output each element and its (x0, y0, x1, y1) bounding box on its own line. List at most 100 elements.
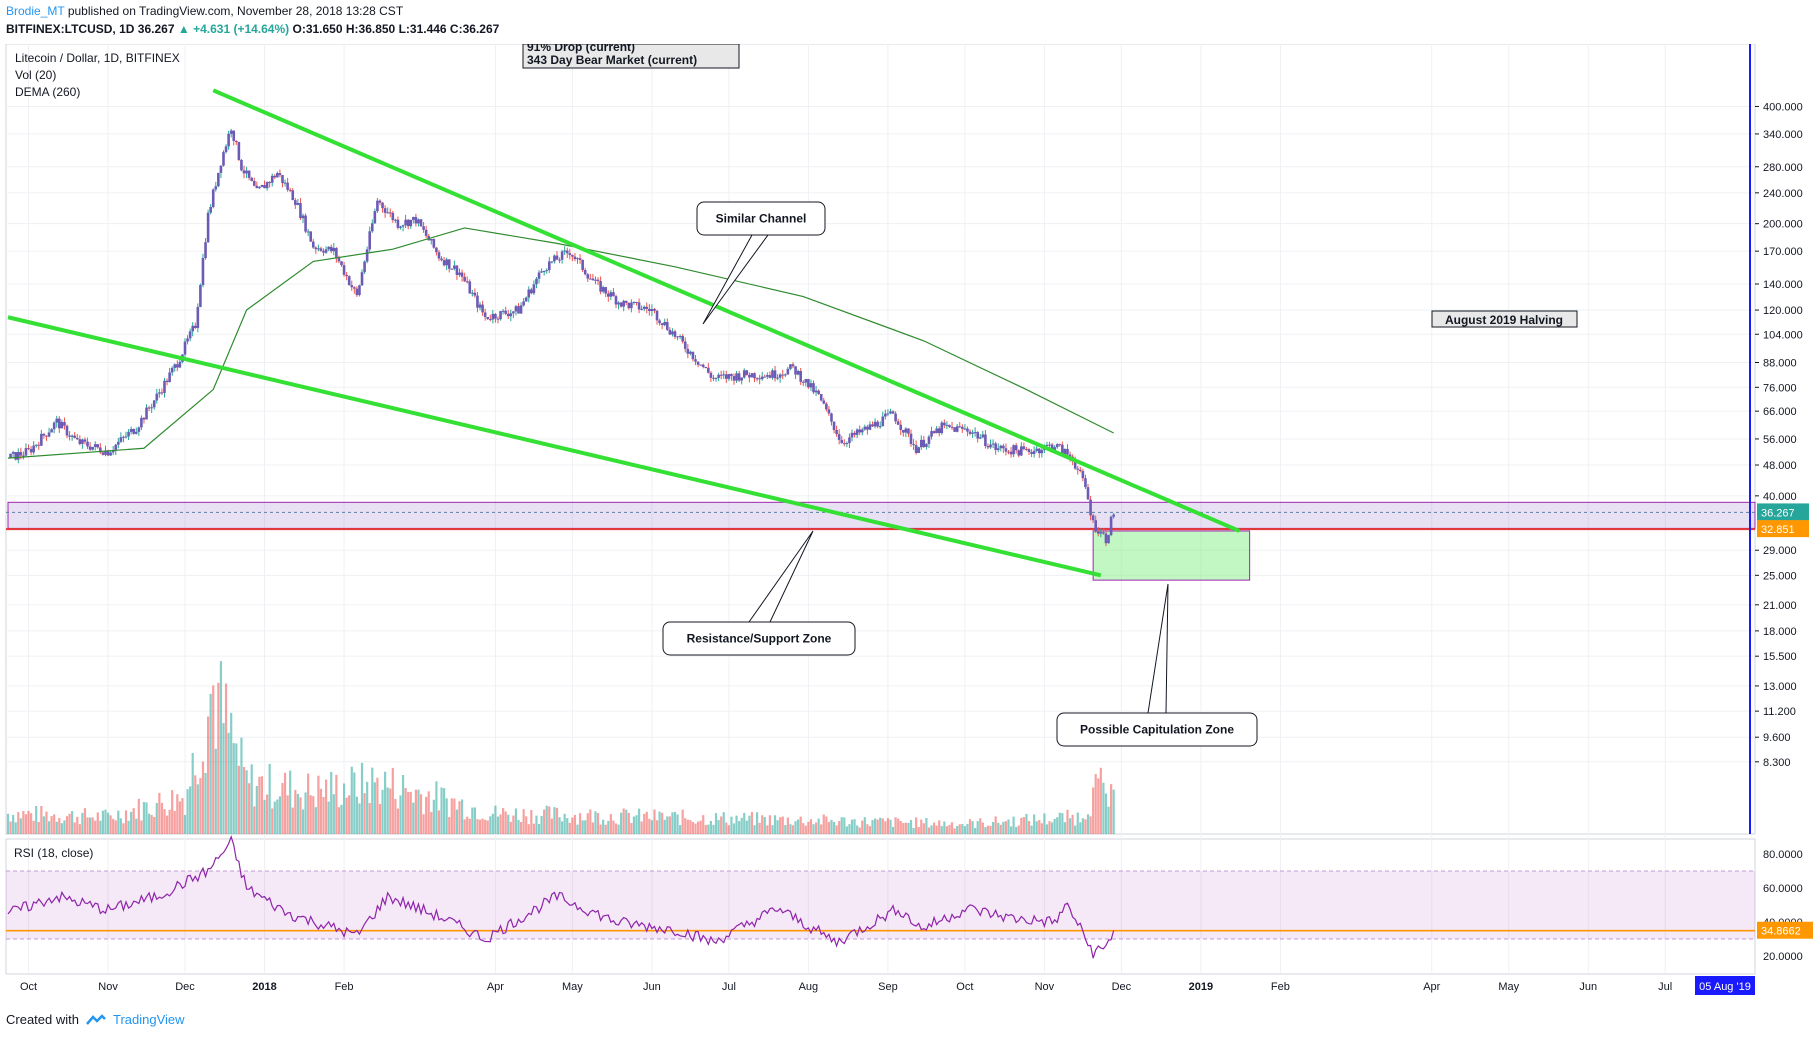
candle-body (260, 185, 264, 187)
volume-bar (209, 693, 212, 834)
candle-body (542, 270, 546, 272)
candle-body (106, 450, 110, 456)
volume-bar (94, 820, 97, 834)
volume-bar (668, 816, 671, 834)
volume-bar (830, 819, 833, 834)
volume-bar (994, 816, 997, 834)
time-tick-label: Jun (1579, 981, 1597, 993)
volume-bar (37, 821, 40, 834)
volume-bar (881, 818, 884, 834)
candle-body (807, 379, 810, 388)
author-link[interactable]: Brodie_MT (6, 4, 65, 18)
volume-bar (235, 743, 238, 834)
volume-bar (1074, 825, 1077, 834)
candle-body (345, 274, 348, 277)
ohlc-values: O:31.650 H:36.850 L:31.446 C:36.267 (292, 22, 500, 36)
volume-bar (863, 817, 866, 834)
candle-body (617, 302, 620, 305)
candle-body (168, 372, 171, 383)
support-price-label: 32.851 (1761, 524, 1795, 536)
volume-bar (273, 801, 276, 834)
candle-body (748, 374, 751, 378)
candle-body (109, 452, 112, 456)
volume-bar (835, 825, 838, 834)
candle-body (383, 208, 387, 213)
volume-bar (571, 817, 574, 834)
volume-bar (19, 818, 22, 834)
candle-body (630, 302, 633, 309)
candle-body (286, 182, 289, 190)
candle-body (894, 413, 897, 422)
candle-body (419, 219, 423, 227)
candle-body (86, 441, 89, 447)
candle-body (694, 359, 697, 362)
candle-body (368, 231, 372, 250)
volume-bar (676, 814, 679, 834)
volume-bar (799, 816, 802, 834)
candle-body (945, 424, 949, 426)
volume-bar (817, 818, 820, 834)
candle-body (276, 173, 279, 178)
candle-body (904, 428, 908, 433)
candle-body (973, 432, 977, 434)
candle-body (55, 418, 59, 423)
volume-bar (1002, 821, 1005, 834)
volume-bar (1040, 823, 1043, 834)
candle-body (673, 331, 677, 337)
candle-body (968, 431, 972, 434)
volume-bar (904, 822, 907, 834)
volume-bar (132, 808, 135, 834)
candle-body (683, 341, 687, 349)
candle-body (1063, 448, 1067, 455)
volume-bar (353, 772, 356, 834)
candle-body (409, 219, 413, 227)
candle-body (758, 378, 761, 380)
volume-bar (1061, 813, 1064, 834)
candle-body (145, 407, 148, 420)
volume-bar (999, 824, 1002, 834)
candle-body (612, 292, 615, 297)
tradingview-link[interactable]: TradingView (112, 1012, 185, 1027)
volume-bar (1066, 809, 1069, 834)
candle-body (237, 142, 241, 160)
volume-bar (671, 812, 674, 834)
volume-bar (573, 814, 577, 834)
candle-body (1076, 468, 1080, 470)
volume-bar (640, 821, 643, 834)
volume-bar (376, 777, 379, 834)
candle-body (1002, 445, 1005, 449)
candle-body (204, 242, 207, 259)
volume-bar (1048, 821, 1051, 834)
candle-body (843, 443, 846, 445)
price-chart[interactable]: 400.000 340.000 280.000 240.000 200.000 170.0… (0, 44, 1815, 1004)
volume-bar (766, 825, 769, 834)
volume-bar (502, 808, 505, 834)
volume-bar (956, 825, 959, 834)
volume-bar (437, 810, 441, 834)
candle-body (514, 306, 518, 312)
volume-bar (981, 822, 984, 834)
volume-bar (119, 818, 122, 834)
candle-body (1081, 471, 1085, 479)
volume-bar (971, 821, 974, 834)
volume-bar (394, 798, 397, 834)
volume-bar (455, 809, 459, 834)
candle-body (406, 219, 410, 227)
candle-body (1020, 446, 1023, 456)
volume-bar (178, 801, 181, 834)
capitulation-note-label: Possible Capitulation Zone (1080, 723, 1234, 737)
volume-bar (332, 794, 335, 834)
candle-body (134, 431, 138, 434)
candle-body (496, 318, 500, 320)
volume-bar (866, 824, 869, 834)
volume-bar (1081, 818, 1084, 834)
volume-bar (948, 824, 951, 834)
candle-body (347, 276, 351, 286)
volume-bar (614, 823, 618, 834)
last-price: 36.267 (137, 22, 175, 36)
candle-body (701, 364, 705, 368)
candle-body (827, 409, 831, 414)
candle-body (73, 435, 76, 438)
candle-body (176, 364, 179, 368)
candle-body (50, 429, 53, 433)
